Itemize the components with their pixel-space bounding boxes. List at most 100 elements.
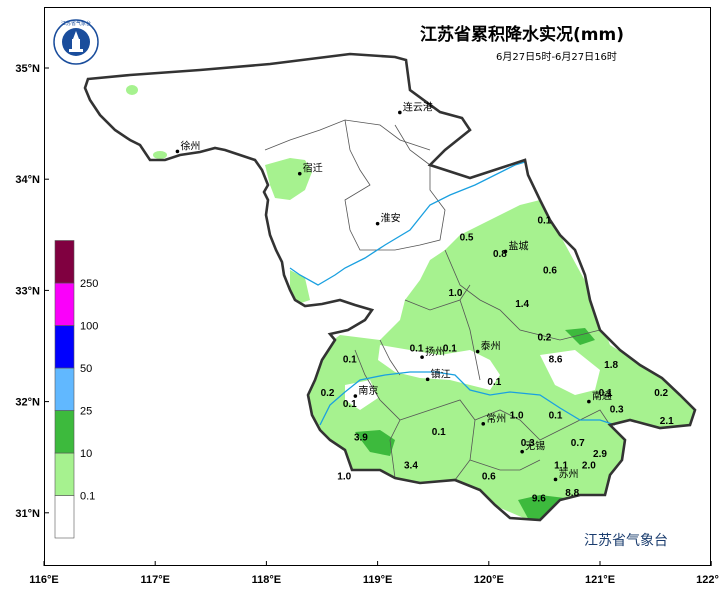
x-tick-label: 118°E	[252, 574, 281, 586]
legend-swatch	[54, 367, 75, 411]
city-dot	[375, 221, 380, 226]
y-tick-label: 31°N	[15, 508, 40, 520]
no-rain-hole	[390, 245, 425, 275]
station-value: 0.1	[549, 410, 563, 421]
legend: 0.1 10 25 50 100 250	[54, 240, 98, 539]
city-label: 南京	[358, 384, 378, 397]
map-title: 江苏省累积降水实况(mm)	[420, 25, 624, 45]
station-value: 1.8	[604, 360, 618, 371]
station-value: 3.9	[354, 433, 368, 444]
city-label: 徐州	[180, 139, 200, 152]
city-label: 南通	[592, 390, 612, 403]
city-label: 苏州	[559, 467, 579, 480]
source-label: 江苏省气象台	[584, 533, 668, 549]
station-value: 0.6	[482, 471, 496, 482]
light-rain-patch	[265, 158, 312, 200]
legend-swatch	[54, 325, 75, 369]
legend-swatch	[54, 495, 75, 539]
map-subtitle: 6月27日5时-6月27日16时	[496, 52, 617, 63]
station-value: 1.1	[554, 460, 568, 471]
legend-swatch	[54, 410, 75, 454]
station-value: 2.0	[582, 460, 596, 471]
no-rain-hole	[540, 350, 600, 395]
city-dot	[587, 399, 591, 404]
legend-swatch	[54, 240, 75, 284]
x-tick-label: 120°E	[474, 574, 504, 586]
station-value: 0.3	[521, 438, 535, 449]
station-value: 0.3	[610, 405, 624, 416]
city-dot	[175, 149, 180, 154]
station-value: 0.1	[443, 344, 457, 355]
station-value: 3.4	[404, 460, 418, 471]
city-dot	[520, 449, 524, 454]
station-value: 1.0	[510, 410, 524, 421]
city-label: 宿迁	[303, 162, 323, 175]
huai-river	[289, 161, 526, 286]
legend-level-label: 50	[80, 363, 92, 375]
city-label: 淮安	[381, 212, 401, 225]
city-label: 镇江	[431, 367, 451, 380]
y-tick-label: 35°N	[15, 63, 40, 75]
station-value: 1.0	[337, 471, 351, 482]
city-label: 无锡	[525, 440, 545, 453]
y-tick-label: 33°N	[15, 285, 40, 297]
x-tick-label: 122°E	[696, 574, 719, 586]
station-value: 2.9	[593, 449, 607, 460]
legend-swatch	[54, 282, 75, 326]
no-rain-hole	[345, 380, 378, 410]
city-dot	[481, 422, 486, 426]
light-rain-patch	[153, 151, 167, 159]
station-value: 1.0	[448, 288, 462, 299]
city-label: 泰州	[481, 340, 501, 353]
station-value: 2.1	[660, 416, 674, 427]
moderate-rain-patch	[565, 328, 595, 345]
city-label: 盐城	[508, 239, 528, 252]
station-values: 0.1 0.5 0.8 0.6 1.0 1.4 0.2 8.6 1.8 0.1 0.1 0.1 0.1 0…	[321, 216, 674, 505]
station-value: 0.6	[543, 266, 557, 277]
legend-level-label: 0.1	[80, 491, 95, 503]
station-value: 0.8	[493, 249, 507, 260]
city-dot	[475, 349, 480, 354]
no-rain-hole	[378, 345, 500, 390]
light-rain-area	[305, 200, 695, 520]
station-value: 0.1	[343, 399, 357, 410]
station-value: 0.2	[654, 388, 668, 399]
x-tick-label: 116°E	[29, 574, 58, 586]
station-value: 0.1	[599, 388, 613, 399]
axis-ticks: 116°E 117°E 118°E 119°E 120°E 121°E 122°E 35°N 3…	[15, 63, 719, 586]
legend-level-label: 100	[80, 321, 98, 333]
rivers	[289, 161, 616, 426]
province-outline	[83, 52, 697, 522]
station-value: 0.1	[537, 216, 551, 227]
station-value: 9.6	[532, 494, 546, 505]
x-tick-label: 117°E	[140, 574, 169, 586]
y-tick-label: 32°N	[15, 397, 40, 409]
x-tick-label: 121°E	[585, 574, 615, 586]
legend-level-label: 250	[80, 278, 98, 290]
meteorological-bureau-logo: 江苏省气象台	[53, 19, 99, 65]
legend-level-label: 25	[80, 406, 92, 418]
legend-swatch	[54, 452, 75, 496]
city-label: 扬州	[425, 345, 445, 358]
city-dot	[353, 394, 358, 398]
city-dot	[297, 171, 302, 176]
station-value: 0.1	[410, 344, 424, 355]
yangtze-river	[319, 371, 616, 426]
x-tick-label: 119°E	[363, 574, 392, 586]
svg-text:江苏省气象台: 江苏省气象台	[61, 20, 91, 27]
station-value: 0.1	[487, 377, 501, 388]
city-dot	[420, 355, 424, 359]
station-value: 0.1	[432, 427, 446, 438]
city-label: 连云港	[403, 100, 433, 113]
station-value: 0.1	[343, 355, 357, 366]
city-dot	[503, 249, 508, 254]
station-value: 0.2	[537, 332, 551, 343]
station-value: 1.4	[515, 299, 529, 310]
y-tick-label: 34°N	[15, 174, 40, 186]
city-label: 常州	[486, 412, 506, 425]
city-dot	[425, 377, 430, 382]
city-dot	[398, 110, 402, 115]
